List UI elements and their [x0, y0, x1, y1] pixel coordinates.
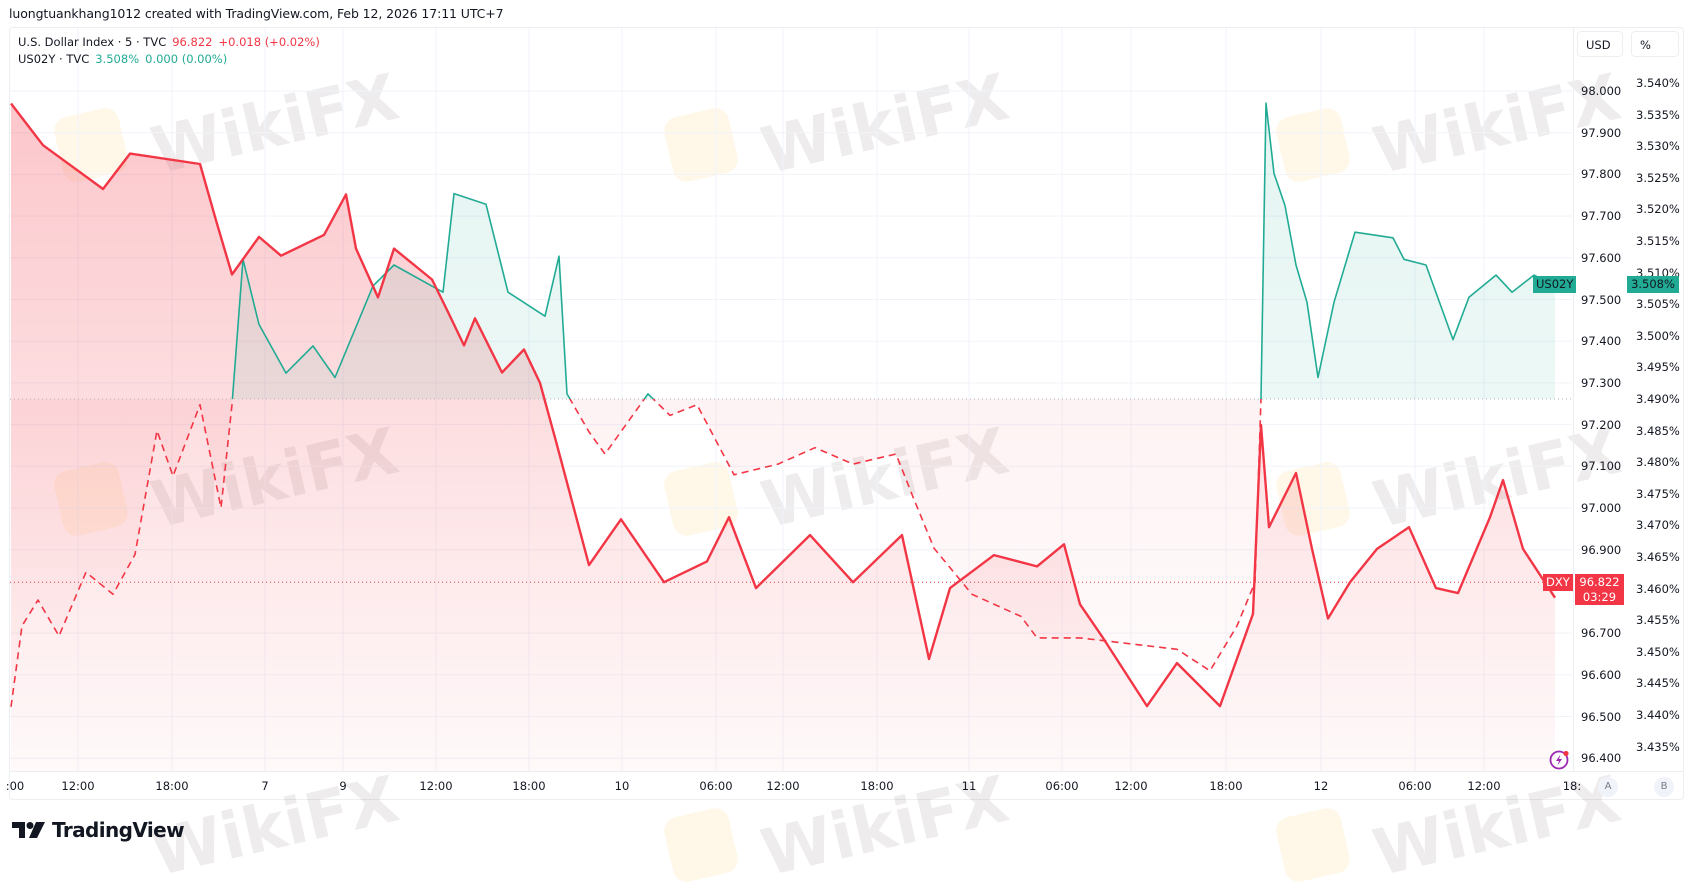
usd-axis-label: 97.500 — [1581, 292, 1622, 307]
tradingview-logo[interactable]: TradingView — [12, 818, 185, 842]
usd-axis-label: 97.400 — [1581, 334, 1622, 349]
dxy-series-tag: DXY — [1543, 574, 1573, 591]
usd-axis-label: 97.100 — [1581, 459, 1622, 474]
usd-axis-label: 96.600 — [1581, 667, 1622, 682]
time-axis-label: :00 — [5, 779, 25, 793]
percent-axis-label: 3.460% — [1636, 581, 1680, 596]
percent-axis-label: 3.500% — [1636, 328, 1680, 343]
legend-row-dxy[interactable]: U.S. Dollar Index · 5 · TVC 96.822 +0.018 … — [18, 34, 320, 51]
tradingview-wordmark: TradingView — [52, 818, 185, 842]
time-axis-label: 11 — [961, 779, 977, 793]
time-axis-label: 18:00 — [155, 779, 189, 793]
usd-axis-label: 97.300 — [1581, 375, 1622, 390]
percent-axis-label: 3.440% — [1636, 708, 1680, 722]
time-axis-divider — [10, 771, 1683, 772]
time-axis-label: 12:00 — [1114, 779, 1148, 793]
time-axis-label: 12 — [1313, 779, 1329, 793]
dxy-bar-countdown: 03:29 — [1582, 590, 1617, 604]
usd-axis-label: 97.800 — [1581, 167, 1622, 182]
percent-axis-label: 3.535% — [1636, 107, 1680, 122]
usd-axis-label: 96.400 — [1581, 751, 1622, 766]
percent-axis-label: 3.445% — [1636, 676, 1680, 691]
usd-scale-button[interactable]: USD — [1577, 31, 1623, 57]
us02y-price-tag: 3.508% — [1627, 276, 1679, 293]
percent-axis-label: 3.520% — [1636, 202, 1680, 217]
legend-row-us02y[interactable]: US02Y · TVC 3.508% 0.000 (0.00%) — [18, 51, 320, 68]
percent-axis-label: 3.505% — [1636, 297, 1680, 312]
price-axis-divider — [1573, 28, 1574, 771]
time-axis-label: 12:00 — [419, 779, 453, 793]
time-axis-label: 10 — [614, 779, 630, 793]
percent-axis-label: 3.480% — [1636, 455, 1680, 470]
usd-axis-label: 97.000 — [1581, 501, 1622, 515]
us02y-series-tag: US02Y — [1533, 276, 1577, 293]
usd-axis-label: 96.500 — [1581, 709, 1622, 724]
percent-axis-label: 3.515% — [1636, 234, 1680, 248]
dxy-price-value: 96.822 — [1579, 575, 1620, 589]
time-axis-label: 18:00 — [512, 779, 546, 793]
time-axis-label: 12:00 — [1467, 779, 1501, 793]
percent-axis-label: 3.485% — [1636, 423, 1680, 438]
percent-axis-label: 3.525% — [1636, 170, 1680, 185]
lightning-alert-icon[interactable] — [1548, 748, 1572, 776]
chart-plot-area[interactable] — [0, 0, 1693, 861]
time-axis-label: 06:00 — [1045, 779, 1079, 793]
usd-axis-label: 96.700 — [1581, 626, 1622, 641]
percent-axis-label: 3.465% — [1636, 550, 1680, 564]
auto-scale-button[interactable]: A — [1598, 777, 1618, 797]
time-axis-label: 18:00 — [860, 779, 894, 793]
usd-axis-label: 97.200 — [1581, 417, 1622, 432]
series-lines — [10, 102, 1572, 708]
usd-axis-label: 97.700 — [1581, 209, 1622, 224]
percent-axis-label: 3.475% — [1636, 486, 1680, 501]
legend-us02y-change: 0.000 (0.00%) — [145, 52, 228, 66]
legend-us02y-price: 3.508% — [95, 52, 140, 66]
usd-axis-label: 97.600 — [1581, 250, 1622, 265]
legend-us02y-name: US02Y · TVC — [18, 52, 90, 66]
legend-dxy-change: +0.018 (+0.02%) — [218, 35, 320, 49]
usd-axis-label: 97.900 — [1581, 125, 1622, 140]
chart-credit: luongtuankhang1012 created with TradingV… — [9, 6, 504, 21]
legend-dxy-price: 96.822 — [172, 35, 213, 49]
time-axis-label: 9 — [339, 779, 347, 793]
time-axis-label: 18:00 — [1209, 779, 1243, 793]
chart-legend: U.S. Dollar Index · 5 · TVC 96.822 +0.018 … — [18, 34, 320, 68]
series-fills — [11, 103, 1555, 771]
scale-b-button[interactable]: B — [1654, 777, 1674, 797]
tradingview-mark-icon — [12, 822, 45, 838]
legend-dxy-name: U.S. Dollar Index · 5 · TVC — [18, 35, 167, 49]
usd-axis-label: 96.900 — [1581, 542, 1622, 557]
percent-axis-label: 3.540% — [1636, 76, 1680, 90]
time-axis-label: 06:00 — [699, 779, 733, 793]
time-axis-label: 18: — [1562, 779, 1582, 793]
percent-axis-label: 3.495% — [1636, 360, 1680, 375]
percent-axis-label: 3.450% — [1636, 644, 1680, 659]
chart-frame — [9, 27, 1684, 800]
time-axis-label: 7 — [261, 779, 269, 793]
percent-axis-label: 3.490% — [1636, 392, 1680, 406]
dxy-price-tag: 96.822 03:29 — [1575, 574, 1624, 605]
percent-axis-label: 3.470% — [1636, 518, 1680, 533]
percent-axis-label: 3.455% — [1636, 613, 1680, 628]
time-axis-label: 12:00 — [61, 779, 95, 793]
time-axis-label: 12:00 — [766, 779, 800, 793]
percent-axis-label: 3.530% — [1636, 139, 1680, 154]
time-axis-label: 06:00 — [1398, 779, 1432, 793]
usd-axis-label: 98.000 — [1581, 84, 1622, 98]
percent-scale-button[interactable]: % — [1631, 31, 1679, 57]
percent-axis-label: 3.435% — [1636, 739, 1680, 754]
